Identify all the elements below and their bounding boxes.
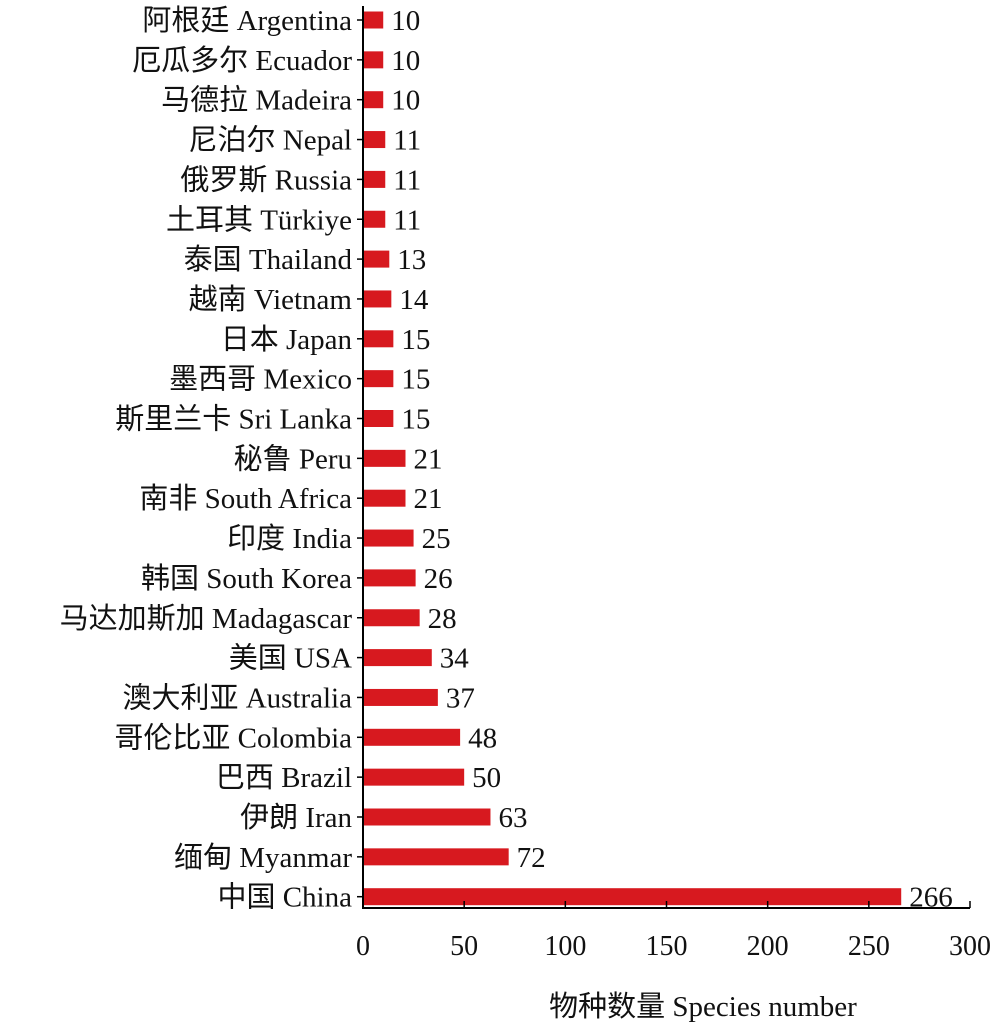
x-tick-label: 50 [450,931,478,962]
bar [363,728,461,746]
category-labels: 阿根廷 Argentina 厄瓜多尔 Ecuador 马德拉 Madeira 尼泊尔 … [60,4,353,914]
bar [363,170,386,188]
value-label: 15 [401,364,430,396]
value-label: 10 [391,45,420,77]
category-label: 秘鲁 Peru [234,442,352,475]
bar [363,250,390,268]
value-label: 72 [517,842,546,874]
value-label: 13 [397,244,426,276]
bar [363,569,416,587]
category-label: 哥伦比亚 Colombia [114,721,352,754]
bars-group [363,11,902,906]
x-tick-label: 200 [747,931,789,962]
category-label: 越南 Vietnam [189,283,353,316]
value-label: 10 [391,85,420,117]
x-axis-title: 物种数量 Species number [549,990,857,1023]
category-label: 韩国 South Korea [141,562,352,595]
value-label: 37 [446,682,475,714]
category-label: 泰国 Thailand [184,243,353,276]
value-label: 26 [424,563,453,595]
value-label: 11 [393,204,421,236]
bar [363,529,414,547]
bar [363,91,384,109]
value-label: 14 [399,284,429,316]
bar [363,688,438,706]
value-label: 48 [468,722,497,754]
category-label: 南非 South Africa [139,482,352,515]
axes [357,6,971,909]
value-label: 11 [393,125,421,157]
x-tick-labels: 0 50 100 150 200 250 300 [356,931,991,962]
value-label: 15 [401,324,430,356]
value-label: 34 [440,643,470,675]
value-label: 15 [401,404,430,436]
category-label: 土耳其 Türkiye [166,203,352,236]
category-label: 俄罗斯 Russia [180,163,352,196]
bar [363,808,491,826]
value-label: 63 [498,802,527,834]
category-label: 阿根廷 Argentina [142,4,352,37]
bar [363,410,394,427]
value-labels: 10 10 10 11 11 11 13 14 15 15 15 21 21 25 26 28 34 37 48 50… [391,5,952,914]
bar [363,449,406,467]
bar [363,290,392,308]
bar [363,848,509,866]
bar [363,210,386,228]
bar [363,888,902,906]
category-label: 印度 India [227,522,352,555]
category-label: 中国 China [217,881,352,914]
category-label: 尼泊尔 Nepal [189,124,353,157]
category-label: 澳大利亚 Australia [122,681,352,714]
x-tick-label: 100 [544,931,586,962]
x-tick-label: 0 [356,931,370,962]
category-label: 马达加斯加 Madagascar [60,602,353,635]
bar [363,11,384,29]
bar [363,131,386,149]
bar [363,609,420,627]
category-label: 墨西哥 Mexico [169,364,352,396]
bar [363,330,394,348]
bar [363,649,432,667]
x-tick-label: 300 [949,931,991,962]
bar [363,51,384,69]
category-label: 马德拉 Madeira [161,84,352,117]
x-tick-label: 250 [848,931,890,962]
category-label: 巴西 Brazil [216,762,352,794]
category-label: 缅甸 Myanmar [174,841,352,874]
value-label: 50 [472,762,501,794]
bar [363,489,406,507]
bar [363,370,394,388]
value-label: 10 [391,5,420,37]
category-label: 斯里兰卡 Sri Lanka [115,403,352,436]
value-label: 28 [428,603,457,635]
bar [363,768,465,786]
category-label: 美国 USA [229,642,352,675]
value-label: 21 [413,483,442,515]
category-label: 厄瓜多尔 Ecuador [132,44,352,77]
x-tick-label: 150 [646,931,688,962]
category-label: 伊朗 Iran [240,801,352,834]
value-label: 21 [413,443,442,475]
value-label: 25 [422,523,451,555]
value-label: 11 [393,164,421,196]
category-label: 日本 Japan [221,323,353,356]
